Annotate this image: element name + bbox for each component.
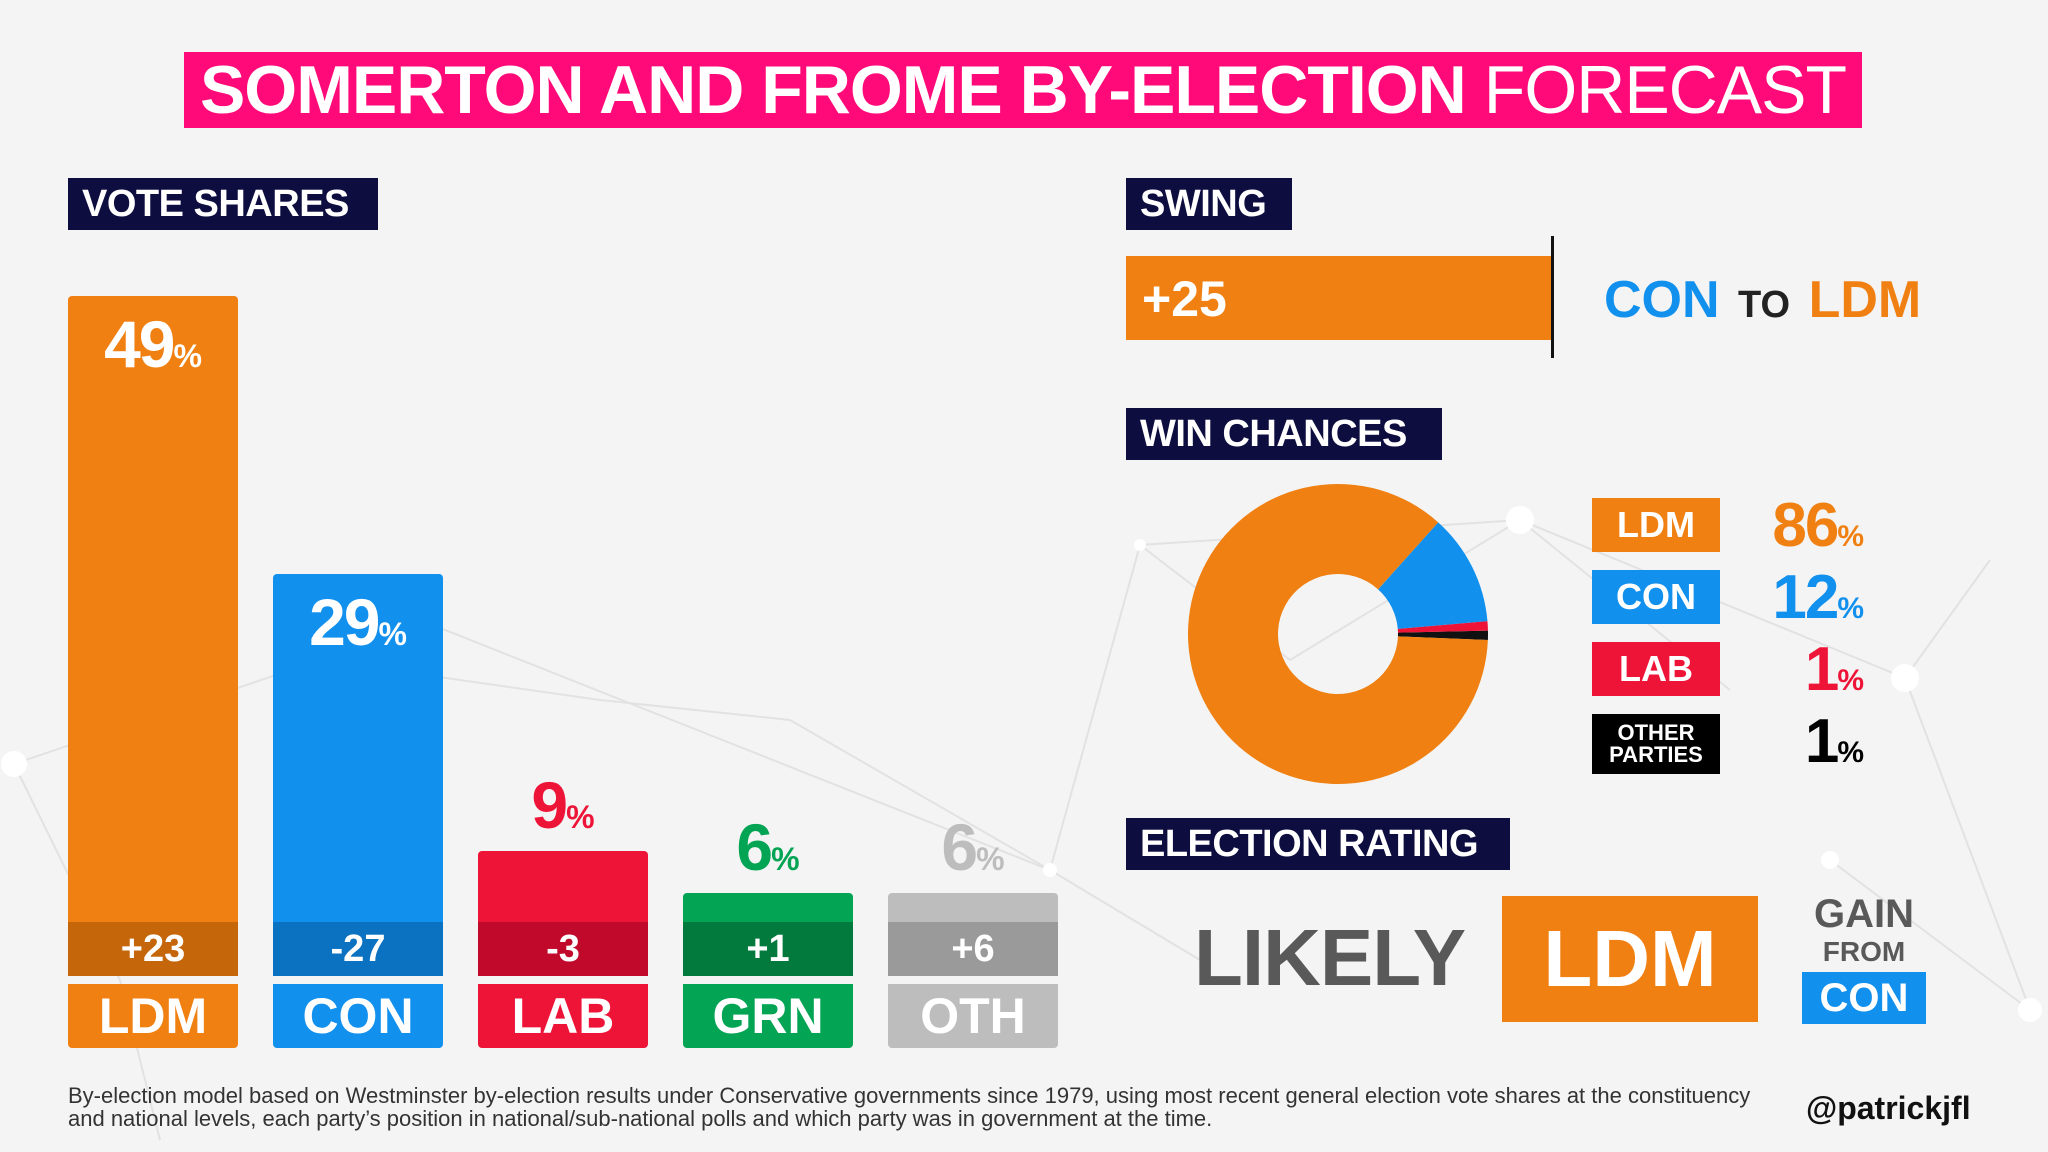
chart-title: SOMERTON AND FROME BY-ELECTION FORECAST	[184, 52, 1862, 128]
footnote: By-election model based on Westminster b…	[68, 1083, 1751, 1131]
bar-party-label: CON	[273, 984, 443, 1048]
swing-to-party: LDM	[1808, 271, 1922, 329]
win-tag-lab: LAB	[1592, 642, 1720, 696]
bar-change-label: -27	[273, 922, 443, 976]
swing-axis-line	[1551, 236, 1554, 358]
rating-party: LDM	[1543, 914, 1717, 1003]
donut-slice-con	[1378, 522, 1488, 629]
rating-gain: GAIN	[1814, 892, 1914, 936]
bar-party-label: GRN	[683, 984, 853, 1048]
bar-value-pct: %	[771, 841, 800, 877]
bar-value-label: 6%	[888, 809, 1058, 885]
win-value-other-parties: 1%	[1740, 706, 1864, 777]
donut-slice-other-parties	[1397, 630, 1488, 640]
bar-party-label: OTH	[888, 984, 1058, 1048]
win-value-lab: 1%	[1740, 634, 1864, 705]
author-handle: @patrickjfl	[1806, 1090, 1971, 1126]
bar-value-label: 49%	[68, 306, 238, 382]
bar-party-label: LDM	[68, 984, 238, 1048]
bar-value-pct: %	[566, 799, 595, 835]
win-value-pct: %	[1837, 664, 1864, 697]
bar-grn: 6% +1 GRN	[683, 0, 853, 1048]
donut-slice-ldm	[1188, 484, 1488, 784]
win-value-number: 1	[1804, 635, 1840, 704]
bar-value-pct: %	[378, 616, 407, 652]
win-value-number: 12	[1772, 563, 1839, 632]
bar-change-label: +23	[68, 922, 238, 976]
bar-value-number: 49	[104, 307, 175, 381]
bar-change-label: +6	[888, 922, 1058, 976]
bar-fill-con	[273, 574, 443, 976]
win-tag-text: PARTIES	[1609, 742, 1703, 767]
bar-value-pct: %	[976, 841, 1005, 877]
bar-party-label: LAB	[478, 984, 648, 1048]
win-tag-text: LAB	[1619, 648, 1693, 689]
donut-slice-lab	[1397, 621, 1488, 633]
win-value-ldm: 86%	[1740, 490, 1864, 561]
win-value-pct: %	[1837, 592, 1864, 625]
bar-lab: 9% -3 LAB	[478, 0, 648, 1048]
bar-con: 29% -27 CON	[273, 0, 443, 1048]
bar-value-label: 6%	[683, 809, 853, 885]
win-value-number: 86	[1772, 491, 1839, 560]
bar-value-number: 29	[309, 585, 380, 659]
bar-value-label: 9%	[478, 767, 648, 843]
title-light: FORECAST	[1483, 52, 1847, 128]
win-value-con: 12%	[1740, 562, 1864, 633]
swing-direction: CON TO LDM	[1604, 270, 1921, 330]
bar-value-pct: %	[173, 338, 202, 374]
swing-label: SWING	[1126, 178, 1292, 230]
win-tag-text: OTHER	[1617, 720, 1695, 745]
win-tag-text: CON	[1616, 576, 1696, 617]
bar-oth: 6% +6 OTH	[888, 0, 1058, 1048]
swing-bar	[1126, 256, 1554, 340]
election-rating-label: ELECTION RATING	[1126, 818, 1510, 870]
rating-likely: LIKELY	[1194, 913, 1466, 1002]
rating-from: FROM	[1822, 936, 1906, 967]
bar-fill-ldm	[68, 296, 238, 976]
win-chances-label: WIN CHANCES	[1126, 408, 1442, 460]
win-tag-ldm: LDM	[1592, 498, 1720, 552]
bar-change-label: +1	[683, 922, 853, 976]
bar-change-label: -3	[478, 922, 648, 976]
bar-value-number: 6	[941, 810, 978, 884]
rating-from-party-box: CON	[1802, 972, 1926, 1024]
win-tag-con: CON	[1592, 570, 1720, 624]
bar-value-label: 29%	[273, 584, 443, 660]
swing-from-party: CON	[1604, 271, 1720, 329]
win-value-pct: %	[1837, 736, 1864, 769]
bar-value-number: 9	[531, 768, 568, 842]
rating-party-box: LDM	[1502, 896, 1758, 1022]
rating-from-party: CON	[1819, 975, 1909, 1020]
swing-value: +25	[1142, 271, 1227, 327]
win-tag-other-parties: OTHER PARTIES	[1592, 714, 1720, 774]
bar-ldm: 49% +23 LDM	[68, 0, 238, 1048]
swing-to-word: TO	[1738, 284, 1791, 326]
win-tag-text: LDM	[1617, 504, 1695, 545]
title-bold: SOMERTON AND FROME BY-ELECTION	[199, 52, 1467, 128]
vote-shares-label: VOTE SHARES	[68, 178, 378, 230]
win-value-number: 1	[1804, 707, 1840, 776]
win-chances-donut	[1188, 484, 1488, 784]
bar-value-number: 6	[736, 810, 773, 884]
win-value-pct: %	[1837, 520, 1864, 553]
